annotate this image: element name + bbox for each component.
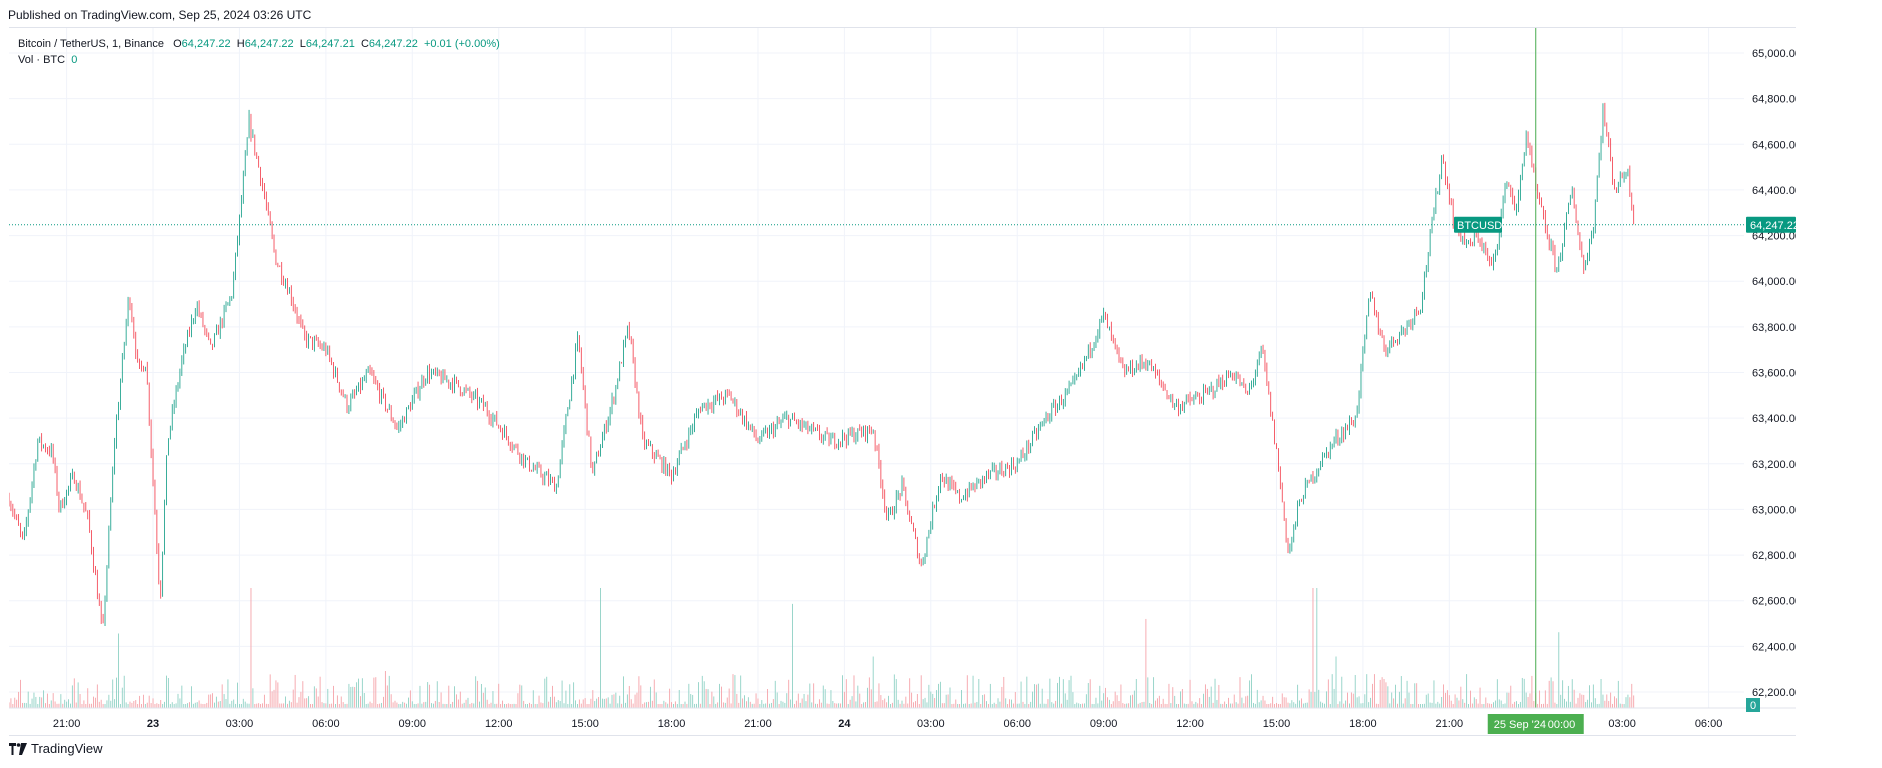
low-label: L (299, 38, 306, 50)
x-tick-label: 03:00 (226, 718, 254, 730)
crosshair-time: 00:00 (1548, 719, 1576, 731)
tradingview-logo-icon (9, 742, 27, 755)
x-tick-label: 06:00 (1695, 718, 1723, 730)
volume-tag-value: 0 (1750, 700, 1756, 712)
y-tick-label: 62,800.00 (1752, 550, 1796, 562)
y-tick-label: 62,400.00 (1752, 641, 1796, 653)
low-value: 64,247.21 (305, 38, 355, 50)
y-tick-label: 63,400.00 (1752, 413, 1796, 425)
volume-bars (9, 588, 1635, 708)
volume-label: Vol · BTC (18, 54, 66, 66)
x-tick-label: 21:00 (53, 718, 81, 730)
close-label: C (360, 38, 369, 50)
open-label: O (173, 38, 182, 50)
time-axis: 21:00 23 03:00 06:00 09:00 12:00 15:00 18:00 21:… (9, 707, 1796, 730)
footer-brand-label: TradingView (31, 741, 103, 756)
ohlc-row: Bitcoin / TetherUS, 1, Binance O64,247.2… (18, 36, 500, 52)
candles (9, 102, 1635, 626)
x-tick-label: 18:00 (1349, 718, 1377, 730)
x-tick-label: 21:00 (744, 718, 772, 730)
chart-frame[interactable]: 62,200.00 62,400.00 62,600.00 62,800.00 63,0… (9, 27, 1796, 736)
y-tick-label: 63,200.00 (1752, 459, 1796, 471)
y-tick-label: 65,000.00 (1752, 48, 1796, 60)
volume-row: Vol · BTC 0 (18, 52, 500, 68)
open-value: 64,247.22 (181, 38, 231, 50)
crosshair-time-tag: 25 Sep '24 00:00 (1487, 714, 1584, 734)
price-tag-value: 64,247.22 (1750, 220, 1796, 232)
change-value: +0.01 (+0.00%) (423, 38, 500, 50)
price-axis: 62,200.00 62,400.00 62,600.00 62,800.00 63,0… (1752, 48, 1796, 699)
y-tick-label: 63,000.00 (1752, 504, 1796, 516)
y-tick-label: 63,600.00 (1752, 368, 1796, 380)
y-tick-label: 64,800.00 (1752, 94, 1796, 106)
price-tag-symbol: BTCUSDT (1457, 220, 1509, 232)
published-note: Published on TradingView.com, Sep 25, 20… (8, 8, 312, 22)
x-tick-label: 06:00 (1003, 718, 1031, 730)
high-label: H (236, 38, 245, 50)
x-tick-label: 09:00 (1090, 718, 1118, 730)
x-tick-label: 03:00 (1608, 718, 1636, 730)
y-tick-label: 63,800.00 (1752, 322, 1796, 334)
chart-grid (9, 28, 1744, 708)
volume-value: 0 (71, 54, 78, 66)
candlestick-chart[interactable]: 62,200.00 62,400.00 62,600.00 62,800.00 63,0… (9, 28, 1796, 735)
x-tick-label: 12:00 (485, 718, 513, 730)
x-tick-label: 15:00 (1263, 718, 1291, 730)
x-tick-label: 18:00 (658, 718, 686, 730)
x-tick-label: 23 (147, 718, 159, 730)
y-tick-label: 64,600.00 (1752, 139, 1796, 151)
y-tick-label: 64,200.00 (1752, 231, 1796, 243)
close-value: 64,247.22 (368, 38, 418, 50)
x-tick-label: 09:00 (399, 718, 427, 730)
y-tick-label: 64,000.00 (1752, 276, 1796, 288)
x-tick-label: 15:00 (571, 718, 599, 730)
x-tick-label: 03:00 (917, 718, 945, 730)
footer-brand: TradingView (9, 741, 103, 756)
x-tick-label: 24 (838, 718, 851, 730)
volume-tag: 0 (1746, 698, 1760, 712)
symbol-label: Bitcoin / TetherUS, 1, Binance (18, 38, 164, 50)
x-tick-label: 21:00 (1436, 718, 1464, 730)
x-tick-label: 06:00 (312, 718, 340, 730)
y-tick-label: 64,400.00 (1752, 185, 1796, 197)
high-value: 64,247.22 (244, 38, 294, 50)
x-tick-label: 12:00 (1176, 718, 1204, 730)
price-tag: BTCUSDT 64,247.22 (1454, 216, 1796, 233)
chart-legend: Bitcoin / TetherUS, 1, Binance O64,247.2… (18, 36, 500, 68)
crosshair-date: 25 Sep '24 (1494, 719, 1546, 731)
y-tick-label: 62,200.00 (1752, 687, 1796, 699)
y-tick-label: 62,600.00 (1752, 596, 1796, 608)
